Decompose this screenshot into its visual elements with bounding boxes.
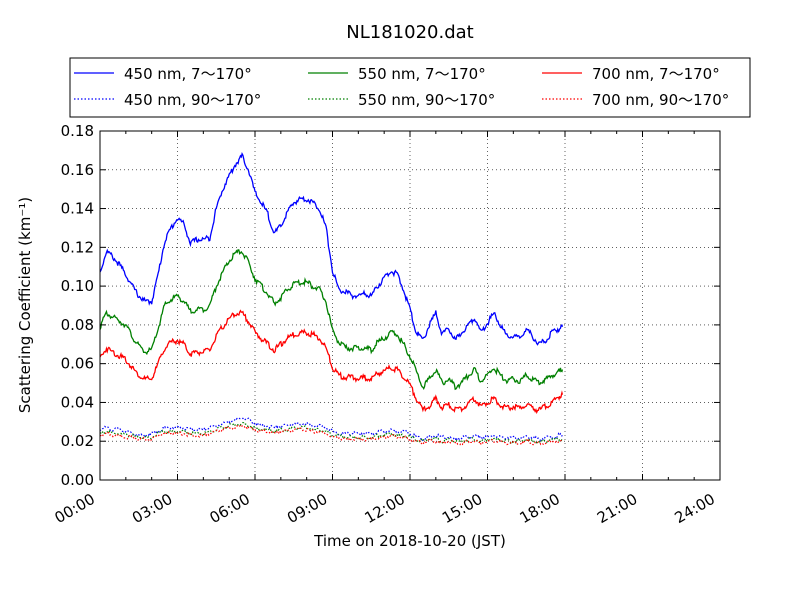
legend-box [69, 57, 751, 118]
y-tick-label: 0.04 [61, 393, 94, 411]
series-line-0 [99, 152, 564, 346]
tick-labels: 00:00 03:00 06:00 09:00 12:00 15:00 18:00 21:00… [52, 122, 718, 527]
y-tick-label: 0.14 [61, 200, 94, 218]
y-tick-label: 0.02 [61, 432, 94, 450]
y-tick-label: 0.12 [61, 238, 94, 256]
x-tick-label: 06:00 [207, 490, 253, 527]
x-tick-label: 03:00 [129, 490, 175, 527]
series-line-5 [99, 424, 563, 446]
x-tick-label: 00:00 [52, 490, 98, 527]
x-tick-label: 21:00 [594, 490, 640, 527]
legend-label-2: 700 nm, 7～170° [592, 65, 720, 83]
x-tick-label: 15:00 [439, 490, 485, 527]
plot-series [99, 152, 564, 446]
axis-ticks [99, 130, 721, 481]
x-tick-label: 24:00 [672, 490, 718, 527]
y-tick-label: 0.16 [61, 161, 94, 179]
x-tick-label: 12:00 [362, 490, 408, 527]
legend-label-3: 450 nm, 90～170° [124, 91, 261, 109]
y-tick-label: 0.10 [61, 277, 94, 295]
legend-label-0: 450 nm, 7～170° [124, 65, 252, 83]
y-tick-label: 0.18 [61, 122, 94, 140]
chart-title: NL181020.dat [346, 22, 473, 43]
y-tick-label: 0.06 [61, 355, 94, 373]
y-tick-label: 0.08 [61, 316, 94, 334]
y-axis-label: Scattering Coefficient (km⁻¹) [16, 197, 34, 413]
legend: 450 nm, 7～170° 550 nm, 7～170° 700 nm, 7～17… [69, 57, 751, 118]
legend-label-1: 550 nm, 7～170° [358, 65, 486, 83]
legend-label-5: 700 nm, 90～170° [592, 91, 729, 109]
series-line-2 [99, 309, 564, 415]
series-line-3 [99, 416, 563, 443]
y-tick-label: 0.00 [61, 471, 94, 489]
x-axis-label: Time on 2018-10-20 (JST) [313, 532, 506, 550]
series-line-1 [99, 249, 564, 391]
x-tick-label: 18:00 [517, 490, 563, 527]
legend-label-4: 550 nm, 90～170° [358, 91, 495, 109]
x-tick-label: 09:00 [284, 490, 330, 527]
